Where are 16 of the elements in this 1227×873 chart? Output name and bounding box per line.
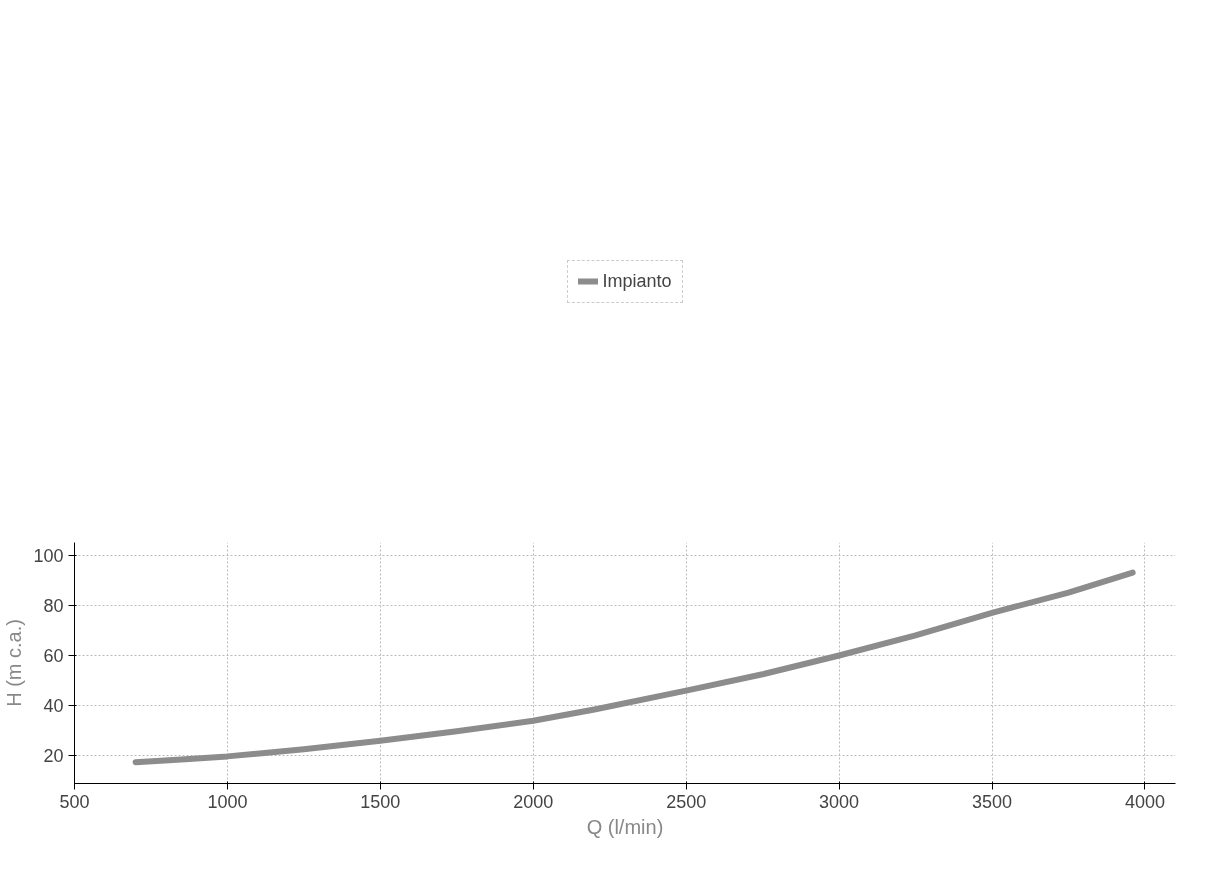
x-tick-label: 1500: [360, 791, 401, 812]
x-tick-label: 2500: [666, 791, 707, 812]
y-tick-label: 100: [33, 545, 64, 566]
y-tick-label: 20: [43, 746, 64, 767]
x-tick-label: 1000: [207, 791, 248, 812]
x-tick-label: 2000: [513, 791, 554, 812]
x-tick-label: 4000: [1124, 791, 1165, 812]
x-tick-label: 500: [59, 791, 90, 812]
x-axis-title: Q (l/min): [586, 815, 664, 838]
legend-label: Impianto: [602, 270, 672, 292]
y-tick-label: 80: [43, 595, 64, 616]
x-tick-label: 3500: [971, 791, 1013, 812]
x-tick-label: 3000: [819, 791, 860, 812]
y-tick-label: 40: [43, 696, 64, 717]
y-tick-label: 60: [43, 645, 64, 666]
y-axis-title: H (m c.a.): [3, 619, 26, 707]
